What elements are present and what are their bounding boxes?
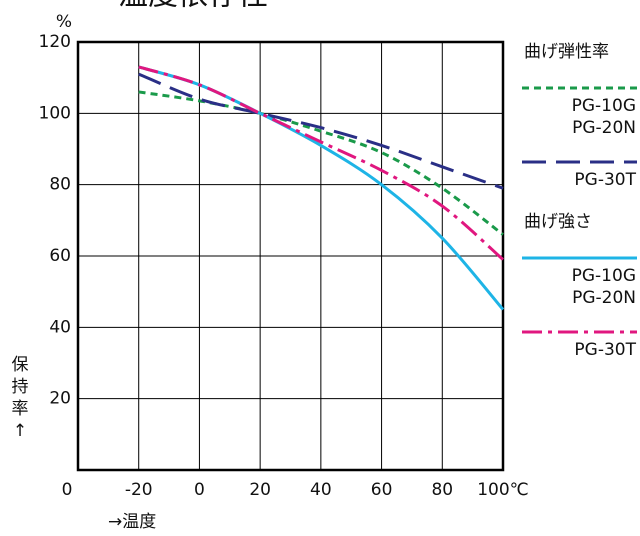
y-axis-label: 保持率↑ bbox=[12, 355, 29, 441]
x-tick-label: 80 bbox=[431, 480, 453, 500]
series-line bbox=[138, 90, 504, 236]
chart-title: 温度依存性 bbox=[118, 0, 268, 13]
y-tick-label: 40 bbox=[49, 317, 71, 337]
x-tick-label: 40 bbox=[310, 480, 332, 500]
x-tick-label: 60 bbox=[371, 480, 393, 500]
x-tick-label: 0 bbox=[194, 480, 205, 500]
y-unit: % bbox=[56, 12, 72, 32]
legend-heading: 曲げ強さ bbox=[524, 212, 592, 232]
legend-label: PG-20N bbox=[572, 118, 636, 138]
y-tick-label: 20 bbox=[49, 389, 71, 409]
legend-label: PG-30T bbox=[574, 340, 636, 360]
x-tick-label: 100℃ bbox=[477, 480, 529, 500]
y-tick-label: 100 bbox=[39, 103, 71, 123]
y-tick-label: 60 bbox=[49, 246, 71, 266]
y-tick-label: 80 bbox=[49, 175, 71, 195]
legend-label: PG-30T bbox=[574, 170, 636, 190]
series-line bbox=[138, 72, 504, 190]
x-tick-label: -20 bbox=[125, 480, 153, 500]
legend-label: PG-10G bbox=[572, 96, 636, 116]
y-tick-label: 0 bbox=[62, 480, 73, 500]
y-tick-label: 120 bbox=[39, 32, 71, 52]
x-axis-label: →温度 bbox=[108, 512, 156, 532]
legend-label: PG-20N bbox=[572, 288, 636, 308]
legend-label: PG-10G bbox=[572, 266, 636, 286]
plot-frame bbox=[76, 40, 505, 472]
legend-heading: 曲げ弾性率 bbox=[524, 42, 609, 62]
series-line bbox=[138, 65, 504, 261]
x-tick-label: 20 bbox=[249, 480, 271, 500]
